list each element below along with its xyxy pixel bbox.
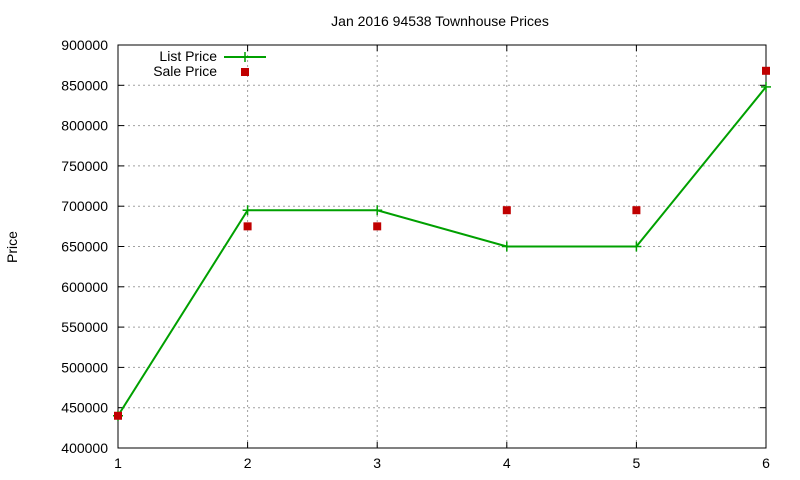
sale-price-point xyxy=(373,222,382,231)
legend-label-list-price: List Price xyxy=(159,48,217,64)
grid xyxy=(118,45,766,448)
list-price-point xyxy=(631,241,642,252)
list-price-point xyxy=(372,205,383,216)
y-tick-label: 850000 xyxy=(61,77,108,93)
list-price-point xyxy=(761,81,771,92)
y-tick-label: 400000 xyxy=(61,440,108,456)
y-tick-label: 900000 xyxy=(61,37,108,53)
x-tick-label: 3 xyxy=(373,455,381,471)
y-tick-label: 700000 xyxy=(61,198,108,214)
list-price-point xyxy=(242,205,253,216)
legend: List Price Sale Price xyxy=(153,48,266,79)
sale-price-point xyxy=(632,206,641,215)
y-axis-label: Price xyxy=(4,231,20,263)
legend-label-sale-price: Sale Price xyxy=(153,63,217,79)
x-tick-label: 1 xyxy=(114,455,122,471)
axis-ticks: 400000 450000 500000 550000 600000 650000 7000… xyxy=(61,37,770,471)
y-tick-label: 550000 xyxy=(61,319,108,335)
x-tick-label: 2 xyxy=(244,455,252,471)
sale-price-point xyxy=(762,66,770,75)
y-tick-label: 600000 xyxy=(61,279,108,295)
legend-marker-list-price xyxy=(240,52,250,62)
list-price-point xyxy=(501,241,512,252)
legend-marker-sale-price xyxy=(241,68,249,76)
sale-price-point xyxy=(243,222,252,231)
y-tick-label: 500000 xyxy=(61,359,108,375)
list-price-line xyxy=(117,86,767,417)
y-tick-label: 750000 xyxy=(61,158,108,174)
sale-price-point xyxy=(502,206,511,215)
chart-title: Jan 2016 94538 Townhouse Prices xyxy=(331,13,549,29)
sale-price-point xyxy=(114,411,122,420)
y-tick-label: 800000 xyxy=(61,118,108,134)
x-tick-label: 4 xyxy=(503,455,511,471)
series xyxy=(113,66,771,421)
x-tick-label: 6 xyxy=(762,455,770,471)
y-tick-label: 450000 xyxy=(61,400,108,416)
x-tick-label: 5 xyxy=(633,455,641,471)
y-tick-label: 650000 xyxy=(61,239,108,255)
